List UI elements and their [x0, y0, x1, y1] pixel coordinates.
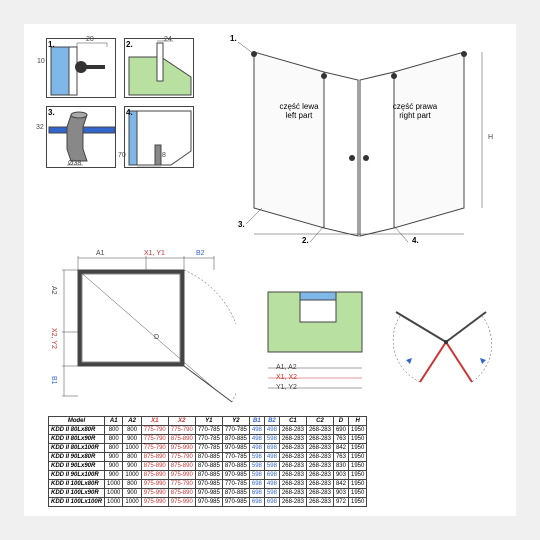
panel-1-num: 1. — [48, 40, 55, 49]
dim-p2-24: 24 — [164, 36, 172, 43]
plan-view — [46, 250, 236, 410]
table-row: KDD II 80Lx90R800900775-790875-890770-78… — [49, 435, 367, 444]
table-row: KDD II 100Lx80R1000800975-990775-790970-… — [49, 480, 367, 489]
detail-panel-1 — [46, 38, 116, 98]
col-Y1: Y1 — [195, 417, 222, 426]
detail-panel-4 — [124, 106, 194, 168]
dim-p1-10: 10 — [37, 58, 45, 65]
col-B1: B1 — [249, 417, 264, 426]
table-row: KDD II 80Lx100R8001000775-790975-990770-… — [49, 444, 367, 453]
col-A2: A2 — [123, 417, 141, 426]
table-row: KDD II 90Lx80R900800875-890775-790870-88… — [49, 453, 367, 462]
col-C1: C1 — [279, 417, 306, 426]
plan-B1: B1 — [50, 376, 57, 385]
dim-p3-32: 32 — [36, 124, 44, 131]
iso-left-label: część lewa left part — [268, 102, 330, 120]
detail-panel-2 — [124, 38, 194, 98]
plan-X1Y1: X1, Y1 — [144, 250, 165, 257]
table-row: KDD II 100Lx90R1000900975-990875-890970-… — [49, 489, 367, 498]
plan-A2: A2 — [50, 286, 57, 295]
col-D: D — [333, 417, 348, 426]
detail-panel-3 — [46, 106, 116, 168]
plan-B2: B2 — [196, 250, 205, 257]
dim-p3-38: Ø38 — [68, 160, 81, 167]
iso-n3: 3. — [238, 220, 245, 229]
dim-p4-70: 70 — [118, 152, 126, 159]
sec-A1A2: A1, A2 — [276, 364, 297, 371]
table-row: KDD II 90Lx100R9001000875-890975-990870-… — [49, 471, 367, 480]
iso-n4: 4. — [412, 236, 419, 245]
panel-4-num: 4. — [126, 108, 133, 117]
table-row: KDD II 100Lx100R10001000975-990975-99097… — [49, 498, 367, 507]
swing-view — [386, 302, 496, 396]
dim-p4-8: 8 — [162, 152, 166, 159]
plan-A1: A1 — [96, 250, 105, 257]
panel-2-num: 2. — [126, 40, 133, 49]
dimension-table: ModelA1A2X1X2Y1Y2B1B2C1C2DH KDD II 80Lx8… — [48, 416, 367, 507]
sec-Y1Y2: Y1, Y2 — [276, 384, 297, 391]
col-A1: A1 — [105, 417, 123, 426]
iso-n1: 1. — [230, 34, 237, 43]
col-Model: Model — [49, 417, 105, 426]
iso-dim-H: H — [488, 134, 493, 141]
col-H: H — [348, 417, 366, 426]
dim-p1-20: 20 — [86, 36, 94, 43]
iso-n2: 2. — [302, 236, 309, 245]
col-B2: B2 — [264, 417, 279, 426]
panel-3-num: 3. — [48, 108, 55, 117]
col-Y2: Y2 — [222, 417, 249, 426]
iso-view — [224, 30, 499, 246]
col-X1: X1 — [141, 417, 168, 426]
plan-D: D — [154, 334, 159, 341]
drawing-sheet: 1. 20 10 2. 24 3. 32 Ø38 4. 70 8 — [24, 24, 516, 516]
plan-X2Y2: X2, Y2 — [50, 328, 57, 349]
col-C2: C2 — [306, 417, 333, 426]
table-row: KDD II 90Lx90R900900875-890875-890870-88… — [49, 462, 367, 471]
col-X2: X2 — [168, 417, 195, 426]
iso-right-label: część prawa right part — [384, 102, 446, 120]
sec-X1X2: X1, X2 — [276, 374, 297, 381]
table-row: KDD II 80Lx80R800800775-790775-790770-78… — [49, 426, 367, 435]
